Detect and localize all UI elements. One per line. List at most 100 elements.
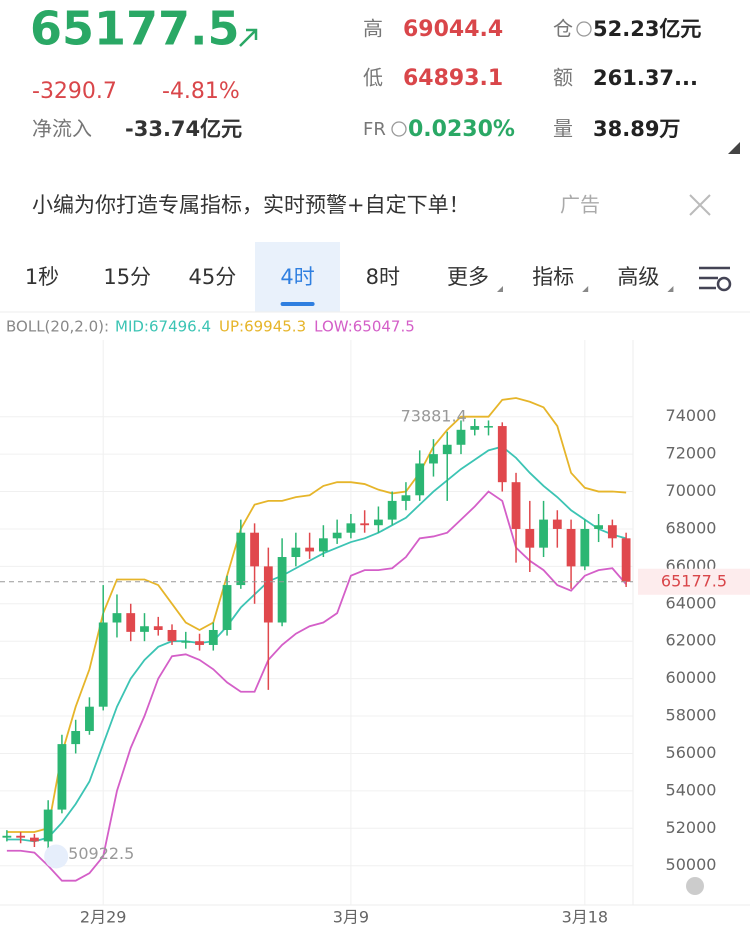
tab[interactable]: 45分	[189, 265, 237, 289]
y-tick-label: 54000	[666, 780, 717, 799]
net-inflow-label: 净流入	[32, 117, 92, 141]
candle-body	[85, 706, 94, 732]
candle-body	[208, 629, 218, 645]
stat-label: 仓	[553, 17, 573, 41]
candle-body	[126, 613, 136, 632]
tab[interactable]: 15分	[103, 265, 151, 289]
stat-label: 量	[553, 117, 573, 141]
candle-body	[167, 629, 177, 642]
candle-body	[360, 523, 370, 526]
candle-body	[140, 626, 149, 632]
y-tick-label: 70000	[666, 481, 717, 500]
candle-body	[29, 837, 39, 842]
y-tick-label: 60000	[666, 668, 717, 687]
legend-entry: LOW:65047.5	[314, 318, 415, 336]
stat-value: 38.89万	[593, 117, 680, 141]
candle-body	[277, 557, 287, 623]
candle-body	[511, 482, 521, 529]
boll-line	[6, 397, 627, 833]
legend-entry: MID:67496.4	[115, 318, 211, 336]
candle-body	[153, 626, 163, 630]
candle-body	[305, 547, 315, 552]
y-tick-label: 58000	[666, 706, 717, 725]
candle-body	[552, 519, 562, 529]
tab[interactable]: 指标	[532, 265, 574, 289]
candle-body	[607, 525, 617, 539]
boll-line	[6, 490, 627, 882]
candle-body	[181, 641, 191, 643]
candle-body	[222, 585, 232, 630]
boll-line	[6, 445, 627, 843]
candle-body	[525, 528, 535, 548]
stat-label: 低	[363, 66, 383, 90]
stat-label: 额	[553, 66, 573, 90]
candle-body	[456, 429, 466, 445]
candle-body	[98, 622, 108, 707]
change: -3290.7	[32, 79, 117, 104]
net-inflow: -33.74亿元	[125, 117, 242, 141]
candle-body	[195, 641, 204, 645]
legend-entry: UP:69945.3	[219, 318, 306, 336]
candle-body	[484, 426, 493, 428]
candle-body	[57, 744, 67, 810]
candle-body	[332, 532, 342, 539]
active-tab-bg	[255, 242, 340, 312]
candle-body	[539, 519, 548, 548]
candle-body	[250, 532, 259, 567]
min-marker	[44, 844, 69, 869]
x-tick-label: 3月18	[562, 908, 609, 927]
y-tick-label: 72000	[666, 444, 717, 463]
max-label: 73881.4	[401, 406, 467, 425]
candle-body	[621, 538, 631, 582]
candle-body	[387, 500, 397, 520]
y-tick-label: 74000	[666, 406, 717, 425]
dropdown-caret	[667, 286, 674, 292]
y-tick-label: 56000	[666, 743, 717, 762]
candle-body	[374, 519, 383, 526]
candle-body	[594, 525, 604, 529]
stat-value: 261.37...	[593, 66, 698, 90]
x-tick-label: 3月9	[333, 908, 369, 927]
ad-text: 小编为你打造专属指标，实时预警+自定下单！	[32, 193, 470, 217]
dropdown-caret	[497, 286, 503, 292]
close-ad[interactable]	[689, 194, 711, 216]
stat-value: 52.23亿元	[593, 17, 701, 41]
y-tick-label: 68000	[666, 518, 717, 537]
tab[interactable]: 1秒	[25, 265, 59, 289]
settings-icon[interactable]	[699, 266, 732, 292]
candle-body	[415, 463, 425, 496]
candle-body	[112, 613, 122, 623]
candle-body	[566, 528, 576, 567]
stat-value: 64893.1	[403, 66, 503, 91]
x-tick-label: 2月29	[80, 908, 127, 927]
tab[interactable]: 4时	[280, 265, 314, 289]
last-price-label: 65177.5	[661, 571, 727, 590]
tab-underline	[280, 302, 315, 306]
y-tick-label: 50000	[666, 855, 717, 874]
candle-body	[580, 528, 590, 567]
stat-label: FR	[363, 119, 386, 140]
candle-body	[263, 566, 273, 623]
y-tick-label: 52000	[666, 818, 717, 837]
candle-body	[43, 809, 53, 842]
candle-body	[318, 538, 328, 552]
candle-body	[236, 532, 246, 586]
last-price-box	[638, 568, 750, 595]
y-tick-label: 64000	[666, 593, 717, 612]
stat-value: 0.0230%	[408, 117, 515, 142]
scroll-button[interactable]	[686, 877, 704, 895]
candle-body	[429, 454, 438, 464]
tab[interactable]: 高级	[617, 265, 659, 289]
candle-body	[442, 444, 452, 455]
candle-body	[16, 835, 26, 838]
candle-body	[71, 731, 81, 745]
candle-body	[497, 426, 507, 483]
stat-label: 高	[363, 17, 383, 41]
candle-body	[346, 523, 356, 533]
tab[interactable]: 8时	[366, 265, 400, 289]
dropdown-caret	[582, 286, 589, 292]
tab[interactable]: 更多	[447, 265, 489, 289]
candle-body	[2, 835, 12, 838]
